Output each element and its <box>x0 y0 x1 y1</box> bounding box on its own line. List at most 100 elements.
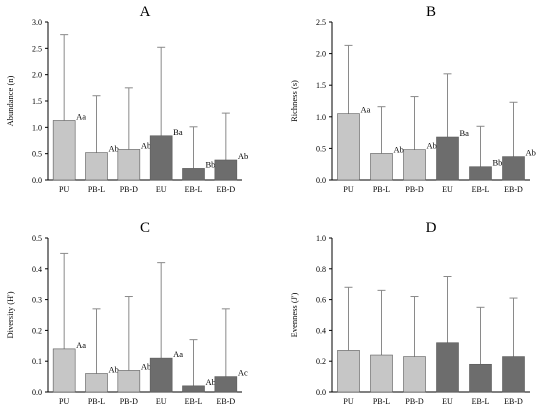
x-tick-label: EB-L <box>185 397 203 406</box>
y-tick-label: 0.5 <box>32 234 42 243</box>
bar-eb-d <box>214 159 238 181</box>
x-tick-label: EU <box>156 185 167 194</box>
bar-eb-d <box>502 356 525 393</box>
x-tick-label: PB-D <box>405 185 423 194</box>
bar-eu <box>149 357 173 393</box>
y-tick-label: 0.8 <box>316 265 326 274</box>
significance-label: Ab <box>141 361 151 371</box>
bar-eb-d <box>214 376 238 393</box>
y-tick-label: 2.0 <box>32 71 42 80</box>
panel-title: B <box>426 4 436 20</box>
y-tick-label: 0.5 <box>32 150 42 159</box>
y-tick-label: 0.0 <box>316 176 326 185</box>
x-tick-label: PU <box>59 397 69 406</box>
significance-label: Ba <box>460 128 470 138</box>
significance-label: Ac <box>238 368 248 378</box>
x-tick-label: EB-L <box>472 397 490 406</box>
bar-eb-d <box>502 156 525 181</box>
x-tick-label: EB-D <box>504 397 523 406</box>
panel-C: C Diversity (H') 0.0 0.1 0.2 0.3 0.4 0.5 PU Aa PB-… <box>5 220 248 406</box>
y-tick-label: 2.5 <box>316 18 326 27</box>
x-tick-label: EU <box>442 185 453 194</box>
significance-label: Aa <box>76 111 86 121</box>
bar-pb-d <box>117 370 141 393</box>
x-tick-label: PU <box>343 397 353 406</box>
significance-label: Ab <box>427 141 437 151</box>
x-tick-label: PB-L <box>88 185 105 194</box>
x-tick-label: EB-D <box>216 185 235 194</box>
x-tick-label: EB-D <box>216 397 235 406</box>
bar-eb-l <box>469 363 492 393</box>
y-tick-label: 0.2 <box>316 357 326 366</box>
significance-label: Ab <box>394 144 404 154</box>
bar-eu <box>149 135 173 181</box>
significance-label: Ab <box>109 365 119 375</box>
significance-label: Aa <box>361 105 371 115</box>
bar-eb-l <box>469 166 492 181</box>
y-tick-label: 1.5 <box>316 81 326 90</box>
bar-pb-l <box>370 354 393 393</box>
y-tick-label: 0.5 <box>316 144 326 153</box>
x-tick-label: PU <box>343 185 353 194</box>
x-tick-label: PB-L <box>373 185 390 194</box>
y-tick-label: 0.2 <box>32 326 42 335</box>
bar-pu <box>337 113 360 181</box>
y-tick-label: 3.0 <box>32 18 42 27</box>
panel-title: A <box>140 4 151 20</box>
x-tick-label: PB-D <box>120 185 138 194</box>
panel-title: D <box>426 220 437 236</box>
significance-label: Aa <box>173 349 183 359</box>
significance-label: Aa <box>76 340 86 350</box>
y-axis-label: Abundance (n) <box>5 75 15 126</box>
bar-pb-l <box>85 373 108 393</box>
bar-pb-l <box>85 152 108 181</box>
x-tick-label: PB-L <box>88 397 105 406</box>
bar-pb-l <box>370 153 393 181</box>
significance-label: Ba <box>173 127 183 137</box>
y-axis-label: Richness (s) <box>289 80 299 122</box>
x-tick-label: EU <box>442 397 453 406</box>
bar-pu <box>52 120 76 181</box>
significance-label: Ab <box>526 148 536 158</box>
y-tick-label: 0.0 <box>316 388 326 397</box>
y-tick-label: 0.0 <box>32 388 42 397</box>
bar-eu <box>436 342 459 393</box>
bar-eb-l <box>182 385 205 393</box>
y-tick-label: 1.0 <box>316 113 326 122</box>
significance-label: Ab <box>141 140 151 150</box>
y-tick-label: 1.5 <box>32 97 42 106</box>
panel-B: B Richness (s) 0.0 0.5 1.0 1.5 2.0 2.5 PU Aa PB-L A… <box>289 4 536 194</box>
y-tick-label: 0.4 <box>32 265 42 274</box>
x-tick-label: EB-D <box>504 185 523 194</box>
y-tick-label: 2.5 <box>32 44 42 53</box>
y-tick-label: 0.0 <box>32 176 42 185</box>
x-tick-label: PB-D <box>120 397 138 406</box>
x-tick-label: EU <box>156 397 167 406</box>
x-tick-label: PB-L <box>373 397 390 406</box>
bar-eb-l <box>182 168 205 181</box>
significance-label: Bb <box>206 159 216 169</box>
y-tick-label: 0.3 <box>32 296 42 305</box>
significance-label: Ab <box>238 151 248 161</box>
bar-eu <box>436 136 459 181</box>
significance-label: Bb <box>493 158 503 168</box>
y-tick-label: 2.0 <box>316 50 326 59</box>
bar-pu <box>337 350 360 393</box>
x-tick-label: PB-D <box>405 397 423 406</box>
y-axis-label: Evenness (J') <box>289 292 299 337</box>
bar-pb-d <box>117 149 141 181</box>
bar-pb-d <box>403 149 426 181</box>
y-axis-label: Diversity (H') <box>5 291 15 338</box>
x-tick-label: EB-L <box>472 185 490 194</box>
bar-pb-d <box>403 356 426 393</box>
significance-label: Ab <box>206 377 216 387</box>
panel-title: C <box>140 220 150 236</box>
significance-label: Ab <box>109 144 119 154</box>
x-tick-label: EB-L <box>185 185 203 194</box>
y-tick-label: 1.0 <box>316 234 326 243</box>
x-tick-label: PU <box>59 185 69 194</box>
y-tick-label: 0.4 <box>316 326 326 335</box>
panel-A: A Abundance (n) 0.0 0.5 1.0 1.5 2.0 2.5 3.0 PU Aa P… <box>5 4 248 194</box>
bar-pu <box>52 348 76 393</box>
